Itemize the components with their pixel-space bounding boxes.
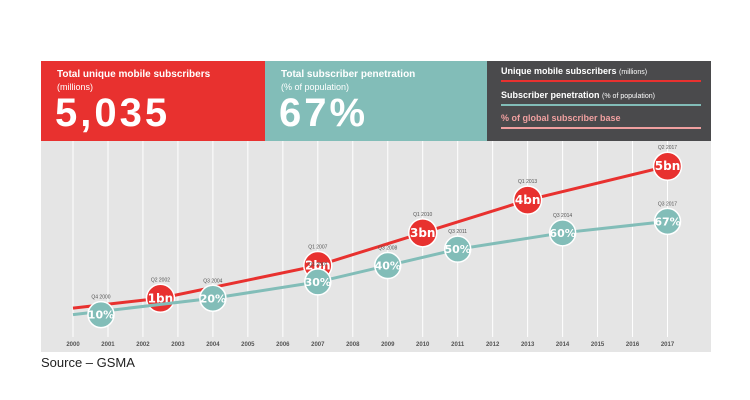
bubble-label: 3bn — [410, 226, 435, 240]
x-tick-label: 2007 — [311, 342, 325, 348]
bubble-label: 10% — [88, 309, 114, 322]
legend-swatch-teal — [501, 104, 701, 106]
bubble-label: 5bn — [655, 159, 680, 173]
penetration-bubble — [443, 235, 472, 263]
penetration-bubble — [199, 284, 227, 313]
x-tick-label: 2014 — [556, 342, 570, 348]
penetration-title: Total subscriber penetration — [281, 69, 416, 80]
legend-note: (millions) — [619, 69, 648, 76]
legend-item-penetration: Subscriber penetration (% of population) — [501, 90, 655, 100]
penetration-bubble — [373, 251, 402, 280]
penetration-unit: (% of population) — [281, 82, 350, 92]
legend-note: (% of population) — [602, 93, 655, 100]
x-tick-label: 2012 — [486, 342, 500, 348]
x-tick-label: 2006 — [276, 342, 290, 348]
x-tick-label: 2001 — [101, 342, 115, 348]
x-tick-label: 2000 — [66, 342, 80, 348]
bubble-annotation: Q4 2000 — [91, 295, 110, 301]
x-tick-label: 2003 — [171, 342, 185, 348]
x-tick-label: 2002 — [136, 342, 150, 348]
milestone-bubble — [652, 151, 683, 181]
bubble-label: 20% — [200, 292, 226, 305]
x-tick-label: 2010 — [416, 342, 430, 348]
milestone-bubble — [512, 185, 543, 215]
penetration-bubble — [653, 207, 682, 236]
subscribers-panel: Total unique mobile subscribers (million… — [41, 61, 265, 141]
milestone-bubble — [407, 218, 438, 248]
infographic: Total unique mobile subscribers (million… — [41, 61, 711, 352]
bubble-annotation: Q2 2002 — [151, 277, 170, 283]
legend-item-global-base: % of global subscriber base — [501, 113, 621, 123]
bubble-annotation: Q1 2007 — [308, 245, 327, 251]
legend-swatch-pink — [501, 127, 701, 129]
legend-label: % of global subscriber base — [501, 113, 621, 123]
penetration-bubble — [87, 300, 115, 329]
bubble-label: 67% — [654, 215, 680, 228]
x-tick-label: 2005 — [241, 342, 255, 348]
penetration-bubble — [548, 219, 577, 247]
bubble-annotation: Q3 2008 — [378, 246, 397, 252]
x-tick-label: 2009 — [381, 342, 395, 348]
x-tick-label: 2004 — [206, 342, 220, 348]
bubble-annotation: Q3 2014 — [553, 213, 572, 219]
penetration-total: 67% — [279, 91, 369, 135]
legend-label: Unique mobile subscribers — [501, 66, 617, 76]
x-tick-label: 2013 — [521, 342, 535, 348]
bubble-label: 60% — [549, 227, 575, 240]
bubble-annotation: Q1 2010 — [413, 212, 432, 218]
bubble-label: 30% — [305, 276, 331, 289]
line-chart: 2000 2001 2002 2003 2004 2005 2006 2007 2008 2009… — [66, 141, 683, 348]
legend-panel: Unique mobile subscribers (millions) Sub… — [487, 61, 711, 141]
x-tick-label: 2011 — [451, 342, 465, 348]
bubble-label: 40% — [375, 260, 401, 273]
bubble-annotation: Q1 2007 — [308, 262, 327, 268]
bubble-label: 1bn — [148, 291, 173, 305]
bubble-annotation: Q2 2017 — [658, 145, 677, 151]
penetration-bubble — [304, 268, 332, 296]
x-tick-label: 2016 — [626, 342, 640, 348]
bubble-annotation: Q3 2004 — [203, 278, 222, 284]
subscribers-title: Total unique mobile subscribers — [57, 69, 211, 80]
bubble-label: 50% — [445, 243, 471, 256]
subscribers-unit: (millions) — [57, 82, 93, 92]
legend-swatch-red — [501, 80, 701, 82]
penetration-panel: Total subscriber penetration (% of popul… — [265, 61, 487, 141]
bubble-label: 4bn — [515, 193, 540, 207]
bubble-annotation: Q3 2017 — [658, 201, 677, 207]
source-note: Source – GSMA — [41, 355, 135, 370]
x-tick-label: 2017 — [661, 342, 675, 348]
bubble-annotation: Q3 2011 — [448, 229, 467, 235]
bubble-annotation: Q1 2013 — [518, 179, 537, 185]
bubble-label: 2bn — [305, 259, 330, 273]
x-tick-label: 2008 — [346, 342, 360, 348]
legend-label: Subscriber penetration — [501, 90, 600, 100]
x-tick-label: 2015 — [591, 342, 605, 348]
legend-item-subscribers: Unique mobile subscribers (millions) — [501, 66, 647, 76]
subscribers-total: 5,035 — [55, 91, 171, 135]
